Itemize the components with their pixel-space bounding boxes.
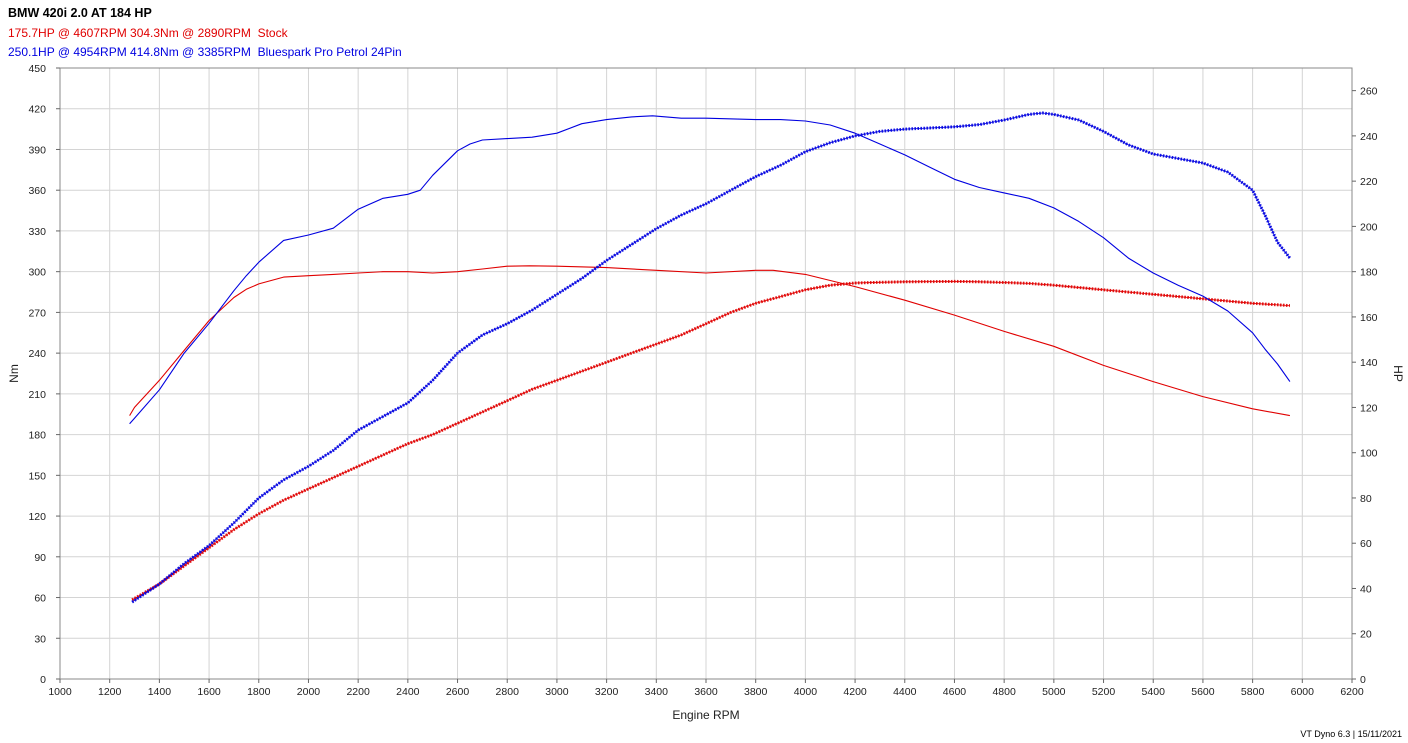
x-tick-label: 1000 <box>48 686 72 698</box>
y-axis-label-right: HP <box>1391 365 1405 382</box>
chart-title: BMW 420i 2.0 AT 184 HP <box>8 6 152 20</box>
y-left-tick-label: 30 <box>34 633 46 645</box>
legend-tuned: 250.1HP @ 4954RPM 414.8Nm @ 3385RPM Blue… <box>8 45 402 59</box>
x-tick-label: 6200 <box>1340 686 1364 698</box>
grid-lines <box>59 67 1353 680</box>
stock-power-core <box>131 280 1290 601</box>
x-tick-label: 4400 <box>893 686 917 698</box>
y-right-tick-label: 20 <box>1360 629 1372 641</box>
x-tick-label: 6000 <box>1291 686 1315 698</box>
y-right-tick-label: 60 <box>1360 538 1372 550</box>
y-axis-label-left: Nm <box>7 364 21 383</box>
y-right-tick-label: 40 <box>1360 583 1372 595</box>
x-tick-label: 3200 <box>595 686 619 698</box>
y-right-tick-label: 80 <box>1360 493 1372 505</box>
y-right-tick-label: 120 <box>1360 402 1378 414</box>
tuned-power-core <box>131 112 1291 603</box>
y-left-tick-label: 300 <box>28 267 46 279</box>
y-right-tick-label: 100 <box>1360 448 1378 460</box>
x-tick-label: 5200 <box>1092 686 1116 698</box>
y-left-tick-label: 90 <box>34 552 46 564</box>
x-tick-label: 2800 <box>496 686 520 698</box>
x-tick-label: 1800 <box>247 686 271 698</box>
x-tick-label: 5800 <box>1241 686 1265 698</box>
y-left-tick-label: 0 <box>40 674 46 686</box>
y-left-tick-label: 360 <box>28 185 46 197</box>
x-tick-label: 4000 <box>794 686 818 698</box>
x-tick-label: 3800 <box>744 686 768 698</box>
tuned-power-line <box>131 111 1292 604</box>
x-tick-label: 4600 <box>943 686 967 698</box>
series-group <box>129 111 1292 604</box>
x-tick-label: 2000 <box>297 686 321 698</box>
x-tick-label: 3000 <box>545 686 569 698</box>
y-right-tick-label: 240 <box>1360 131 1378 143</box>
y-left-tick-label: 420 <box>28 104 46 116</box>
x-tick-label: 4800 <box>992 686 1016 698</box>
x-tick-label: 5000 <box>1042 686 1066 698</box>
y-left-tick-label: 150 <box>28 470 46 482</box>
stock-power-line <box>131 279 1290 602</box>
x-tick-label: 2400 <box>396 686 420 698</box>
y-right-tick-label: 160 <box>1360 312 1378 324</box>
x-axis-label: Engine RPM <box>672 708 739 722</box>
y-right-tick-label: 0 <box>1360 674 1366 686</box>
legend-stock: 175.7HP @ 4607RPM 304.3Nm @ 2890RPM Stoc… <box>8 26 288 40</box>
y-right-tick-label: 200 <box>1360 221 1378 233</box>
y-right-tick-label: 140 <box>1360 357 1378 369</box>
y-right-tick-label: 260 <box>1360 86 1378 98</box>
x-tick-label: 1200 <box>98 686 122 698</box>
x-tick-label: 4200 <box>843 686 867 698</box>
x-tick-label: 1600 <box>197 686 221 698</box>
x-tick-label: 3400 <box>645 686 669 698</box>
tuned-torque-line <box>129 115 1291 425</box>
x-tick-label: 2600 <box>446 686 470 698</box>
y-left-tick-label: 450 <box>28 63 46 75</box>
x-tick-label: 5400 <box>1142 686 1166 698</box>
y-left-tick-label: 210 <box>28 389 46 401</box>
y-left-tick-label: 390 <box>28 144 46 156</box>
x-tick-label: 1400 <box>148 686 172 698</box>
y-left-tick-label: 180 <box>28 430 46 442</box>
y-left-tick-label: 240 <box>28 348 46 360</box>
x-tick-label: 3600 <box>694 686 718 698</box>
y-left-tick-label: 120 <box>28 511 46 523</box>
y-left-tick-label: 330 <box>28 226 46 238</box>
software-footer: VT Dyno 6.3 | 15/11/2021 <box>1300 729 1402 739</box>
y-left-tick-label: 270 <box>28 307 46 319</box>
stock-torque-line <box>129 265 1290 417</box>
y-left-tick-label: 60 <box>34 593 46 605</box>
x-tick-label: 5600 <box>1191 686 1215 698</box>
x-tick-label: 2200 <box>346 686 370 698</box>
y-right-tick-label: 220 <box>1360 176 1378 188</box>
y-right-tick-label: 180 <box>1360 267 1378 279</box>
axis-ticks: 1000 1200 1400 1600 1800 2000 2200 2400 2600 2800… <box>28 63 1377 698</box>
